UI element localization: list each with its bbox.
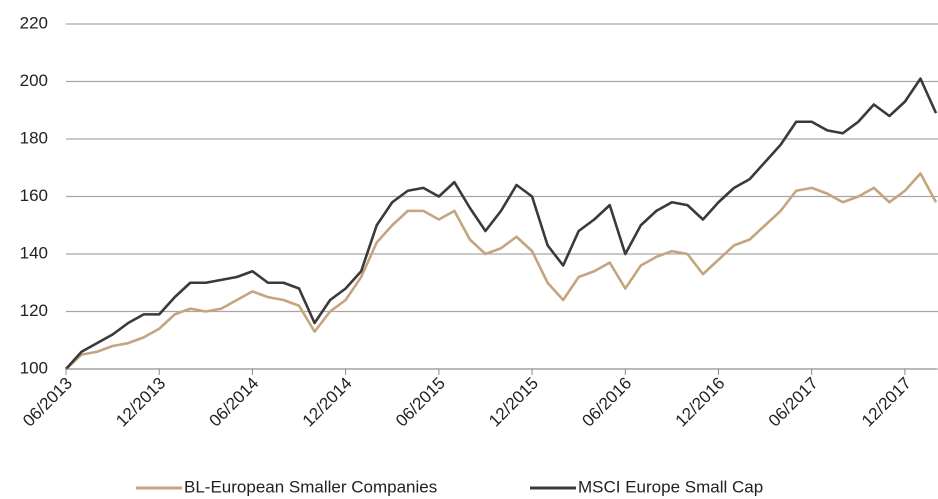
y-tick-label: 180 — [20, 128, 48, 147]
y-tick-label: 160 — [20, 186, 48, 205]
y-tick-label: 220 — [20, 13, 48, 32]
x-tick-label: 06/2017 — [765, 374, 822, 431]
y-tick-label: 100 — [20, 358, 48, 377]
y-tick-label: 120 — [20, 301, 48, 320]
series-line — [65, 172, 938, 370]
x-tick-label: 12/2013 — [112, 374, 169, 431]
x-tick-label: 06/2014 — [206, 374, 263, 431]
x-tick-label: 06/2013 — [19, 374, 76, 431]
x-tick-label: 12/2014 — [299, 374, 356, 431]
legend-label: MSCI Europe Small Cap — [578, 477, 763, 496]
x-tick-label: 12/2017 — [858, 374, 915, 431]
y-tick-label: 200 — [20, 71, 48, 90]
legend-label: BL-European Smaller Companies — [184, 477, 437, 496]
x-tick-label: 12/2016 — [672, 374, 729, 431]
series-line — [65, 77, 938, 370]
x-tick-label: 12/2015 — [485, 374, 542, 431]
x-tick-label: 06/2016 — [578, 374, 635, 431]
x-tick-label: 06/2015 — [392, 374, 449, 431]
y-tick-label: 140 — [20, 243, 48, 262]
